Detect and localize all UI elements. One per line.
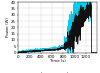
- valve_exp: [59, 46, 60, 47]
- valve_exp: [45, 50, 46, 51]
- valve_num: [59, 48, 60, 49]
- valve_num: [37, 51, 38, 52]
- valve_num: [95, 52, 96, 53]
- valve_num: [18, 52, 19, 53]
- Legend: valve_exp, valve_num: valve_exp, valve_num: [30, 70, 84, 73]
- valve_num: [54, 49, 55, 50]
- Line: valve_num: valve_num: [18, 0, 97, 53]
- valve_exp: [82, 7, 83, 8]
- valve_num: [45, 50, 46, 51]
- valve_exp: [36, 50, 38, 51]
- Y-axis label: Power (W): Power (W): [6, 17, 10, 37]
- Line: valve_exp: valve_exp: [18, 0, 97, 53]
- valve_num: [96, 52, 98, 53]
- valve_exp: [17, 52, 19, 53]
- valve_exp: [54, 48, 55, 49]
- valve_num: [82, 11, 83, 12]
- valve_exp: [96, 52, 98, 53]
- valve_exp: [95, 52, 96, 53]
- X-axis label: Time (s): Time (s): [50, 59, 65, 63]
- valve_num: [17, 52, 19, 53]
